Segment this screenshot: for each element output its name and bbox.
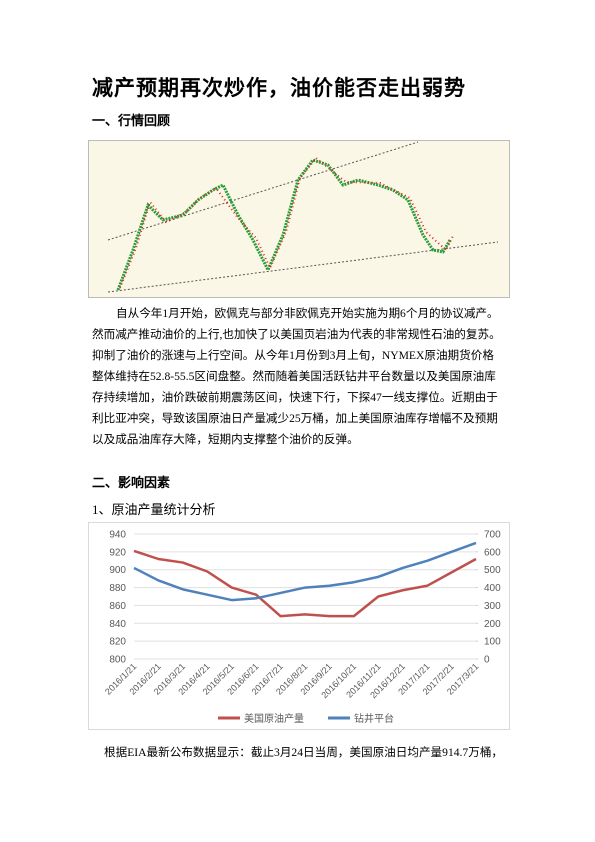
series-line xyxy=(133,549,477,618)
series-line xyxy=(133,541,477,602)
y-tick-label: 840 xyxy=(109,619,126,630)
y2-tick-label: 400 xyxy=(484,583,501,594)
line-chart: 800 820 840 860 880 900 920 940 0 100 200 300 400 500… xyxy=(88,522,510,730)
y-tick-label: 920 xyxy=(109,547,126,558)
text-line: 以及成品油库存大降，短期内支撑整个油价的反弹。 xyxy=(92,433,359,446)
text-line: 存持续增加，油价跌破前期震荡区间，快速下行，下探47一线支撑位。近期由于 xyxy=(92,391,498,404)
y2-tick-label: 0 xyxy=(484,655,490,666)
y2-tick-label: 300 xyxy=(484,601,501,612)
legend-label: 钻井平台 xyxy=(354,712,394,725)
y-tick-label: 820 xyxy=(109,637,126,648)
trend-line xyxy=(107,241,499,293)
text-line: 然而减产推动油价的上行,也加快了以美国页岩油为代表的非常规性石油的复苏。 xyxy=(92,328,501,341)
y2-tick-label: 600 xyxy=(484,547,501,558)
y-tick-label: 900 xyxy=(109,565,126,576)
text-line: 自从今年1月开始，欧佩克与部分非欧佩克开始实施为期6个月的协议减产。 xyxy=(116,307,499,320)
candles xyxy=(119,156,454,289)
paragraph: 根据EIA最新公布数据显示：截止3月24日当周，美国原油日均产量914.7万桶， xyxy=(104,746,504,759)
y-tick-label: 880 xyxy=(109,583,126,594)
image-frame xyxy=(88,140,510,298)
y-tick-label: 800 xyxy=(109,655,126,666)
legend-label: 美国原油产量 xyxy=(244,712,304,725)
subsection-heading: 1、原油产量统计分析 xyxy=(92,502,216,517)
section-heading: 一、行情回顾 xyxy=(92,113,171,128)
y-tick-label: 860 xyxy=(109,601,126,612)
text-line: 整体维持在52.8-55.5区间盘整。然而随着美国活跃钻井平台数量以及美国原油库 xyxy=(92,370,496,383)
text-line: 抑制了油价的涨速与上行空间。从今年1月份到3月上旬，NYMEX原油期货价格 xyxy=(92,349,494,362)
candlestick-image xyxy=(88,140,510,298)
section-heading: 二、影响因素 xyxy=(92,475,171,490)
doc-title: 减产预期再次炒作，油价能否走出弱势 xyxy=(92,76,466,100)
y2-tick-label: 500 xyxy=(484,565,501,576)
y-tick-label: 940 xyxy=(109,530,126,541)
candles xyxy=(116,158,452,291)
y2-tick-label: 700 xyxy=(484,530,501,541)
y2-tick-label: 200 xyxy=(484,619,501,630)
text-line: 利比亚冲突，导致该国原油日产量减少25万桶，加上美国原油库存增幅不及预期 xyxy=(92,412,498,425)
y2-tick-label: 100 xyxy=(484,637,501,648)
